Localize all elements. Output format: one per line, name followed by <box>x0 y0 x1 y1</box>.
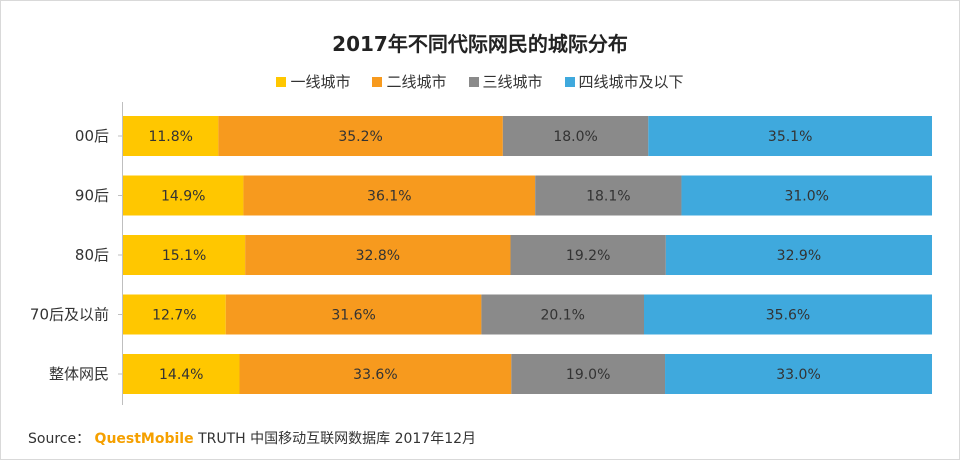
bar-segment <box>665 235 932 275</box>
legend-label-tier1: 一线城市 <box>290 73 351 91</box>
legend: 一线城市 二线城市 三线城市 四线城市及以下 <box>0 71 960 92</box>
data-label: 14.9% <box>161 189 205 205</box>
bar-segment <box>123 354 240 394</box>
data-label: 32.8% <box>356 248 400 264</box>
data-label: 31.6% <box>331 308 375 324</box>
data-label: 20.1% <box>540 308 584 324</box>
data-label: 35.6% <box>766 308 810 324</box>
data-label: 33.6% <box>353 367 397 383</box>
bar-segment <box>245 235 511 275</box>
data-label: 33.0% <box>776 367 820 383</box>
data-label: 14.4% <box>159 367 203 383</box>
bar-segment <box>239 354 512 394</box>
data-label: 31.0% <box>784 189 828 205</box>
category-label: 70后及以前 <box>30 306 109 324</box>
legend-item-tier3: 三线城市 <box>468 71 543 92</box>
legend-label-tier2: 二线城市 <box>386 73 447 91</box>
data-label: 15.1% <box>162 248 206 264</box>
chart-title: 2017年不同代际网民的城际分布 <box>332 32 628 56</box>
legend-swatch-tier4 <box>564 76 575 87</box>
data-label: 12.7% <box>152 308 196 324</box>
data-label: 18.1% <box>586 189 630 205</box>
bar-segment <box>535 175 682 216</box>
category-label: 整体网民 <box>49 365 109 383</box>
legend-swatch-tier3 <box>468 76 479 87</box>
data-label: 35.1% <box>768 129 812 145</box>
source-prefix: Source： <box>28 431 91 447</box>
bar-segment <box>123 175 244 216</box>
data-label: 18.0% <box>553 129 597 145</box>
bar-segment <box>681 175 932 216</box>
source-note: Source： QuestMobile TRUTH 中国移动互联网数据库 201… <box>28 428 476 448</box>
bar-segment <box>648 116 932 156</box>
legend-swatch-tier1 <box>276 76 287 87</box>
bar-segment <box>225 294 482 335</box>
legend-label-tier3: 三线城市 <box>482 73 543 91</box>
bar-segment <box>481 294 644 335</box>
bar-segment <box>665 354 932 394</box>
data-label: 19.2% <box>566 248 610 264</box>
data-label: 36.1% <box>367 189 411 205</box>
category-label: 80后 <box>75 246 109 264</box>
bar-segment <box>243 175 536 216</box>
bar-segment <box>502 116 649 156</box>
bar-segment <box>218 116 503 156</box>
category-label: 90后 <box>75 187 109 205</box>
bar-segment <box>511 354 666 394</box>
bar-segment <box>123 294 226 335</box>
source-text: TRUTH 中国移动互联网数据库 2017年12月 <box>198 431 477 447</box>
data-label: 32.9% <box>777 248 821 264</box>
category-label: 00后 <box>75 127 109 145</box>
bar-segment <box>643 294 932 335</box>
data-label: 35.2% <box>338 129 382 145</box>
legend-swatch-tier2 <box>372 76 383 87</box>
bar-segment <box>123 235 246 275</box>
bar-segment <box>123 116 219 156</box>
legend-label-tier4: 四线城市及以下 <box>578 73 684 91</box>
legend-item-tier1: 一线城市 <box>276 71 350 92</box>
legend-item-tier4: 四线城市及以下 <box>564 71 684 92</box>
legend-item-tier2: 二线城市 <box>372 71 447 92</box>
data-label: 19.0% <box>566 367 610 383</box>
bar-segment <box>510 235 666 275</box>
data-label: 11.8% <box>148 129 192 145</box>
source-brand: QuestMobile <box>94 431 194 447</box>
